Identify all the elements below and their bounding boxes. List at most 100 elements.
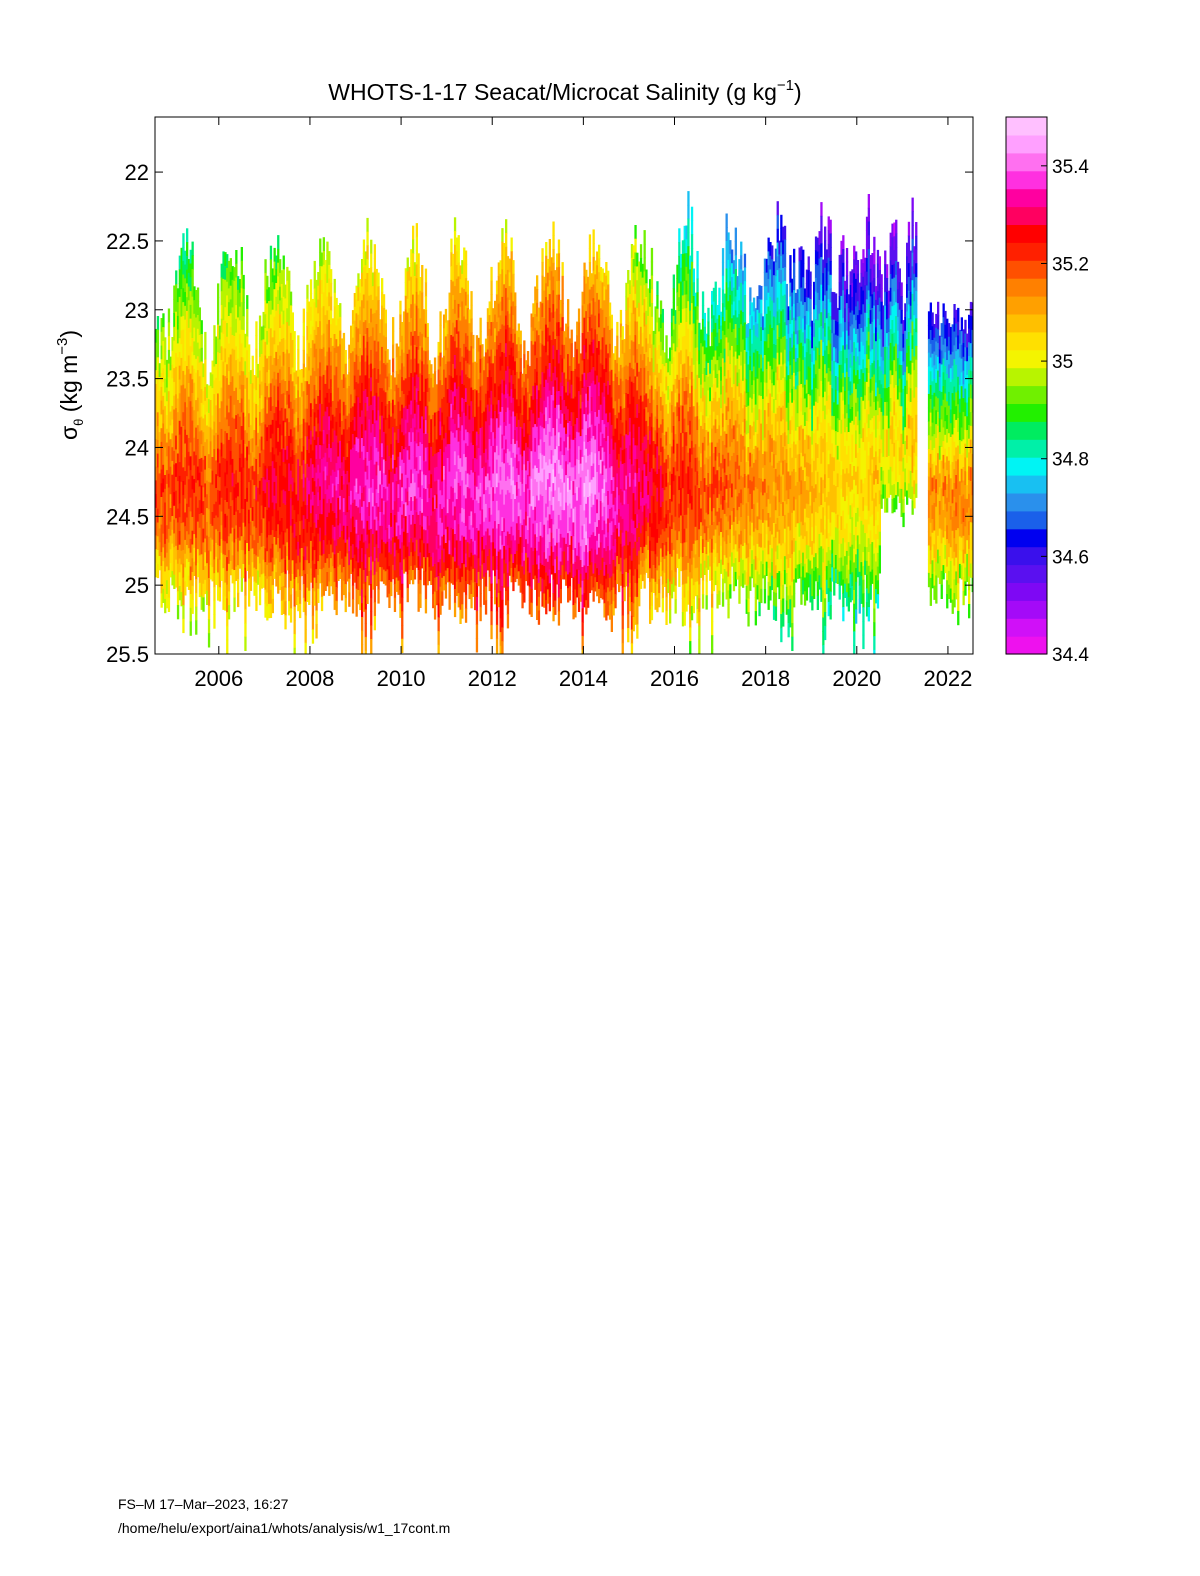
heatmap-cell: [375, 489, 378, 504]
heatmap-cell: [258, 563, 262, 578]
heatmap-cell: [506, 338, 510, 353]
heatmap-cell: [543, 290, 546, 305]
heatmap-cell: [289, 429, 293, 444]
heatmap-cell: [324, 411, 327, 426]
heatmap-cell: [293, 441, 296, 456]
heatmap-cell: [299, 466, 302, 481]
heatmap-cell: [231, 500, 234, 515]
heatmap-cell: [463, 536, 466, 551]
heatmap-cell: [484, 531, 488, 546]
heatmap-cell: [308, 480, 311, 495]
heatmap-cell: [309, 403, 313, 418]
heatmap-cell: [246, 308, 249, 324]
heatmap-cell: [227, 329, 231, 345]
heatmap-cell: [494, 466, 497, 481]
heatmap-cell: [433, 398, 437, 414]
heatmap-cell: [370, 281, 373, 296]
heatmap-cell: [328, 485, 331, 500]
heatmap-cell: [253, 567, 256, 582]
heatmap-cell: [184, 292, 187, 307]
heatmap-cell: [282, 338, 285, 353]
heatmap-cell: [371, 451, 375, 466]
heatmap-cell: [457, 262, 460, 277]
heatmap-cell: [195, 620, 198, 635]
heatmap-cell: [315, 321, 318, 336]
heatmap-cell: [561, 275, 564, 291]
heatmap-cell: [552, 441, 555, 457]
heatmap-cell: [495, 280, 499, 295]
heatmap-cell: [171, 337, 174, 352]
heatmap-cell: [229, 271, 232, 287]
heatmap-cell: [344, 391, 347, 406]
heatmap-cell: [187, 286, 191, 301]
heatmap-cell: [158, 390, 161, 406]
heatmap-cell: [322, 319, 325, 335]
heatmap-cell: [333, 595, 336, 610]
heatmap-cell: [291, 340, 294, 355]
heatmap-cell: [536, 316, 539, 331]
heatmap-cell: [364, 320, 367, 335]
heatmap-cell: [370, 528, 373, 544]
heatmap-cell: [401, 638, 404, 653]
heatmap-cell: [176, 605, 180, 620]
heatmap-cell: [401, 404, 404, 419]
heatmap-cell: [333, 581, 336, 597]
heatmap-cell: [444, 460, 448, 475]
heatmap-cell: [178, 558, 181, 573]
heatmap-cell: [299, 424, 302, 440]
heatmap-cell: [293, 647, 296, 654]
heatmap-cell: [393, 583, 397, 599]
heatmap-cell: [340, 393, 344, 408]
heatmap-cell: [176, 370, 180, 386]
heatmap-cell: [370, 625, 373, 640]
heatmap-cell: [268, 301, 271, 316]
heatmap-cell: [231, 527, 234, 542]
heatmap-cell: [213, 586, 216, 602]
heatmap-cell: [206, 480, 209, 495]
heatmap-cell: [506, 256, 510, 271]
heatmap-cell: [541, 372, 544, 387]
heatmap-cell: [361, 630, 364, 645]
heatmap-cell: [195, 606, 198, 621]
heatmap-cell: [435, 535, 438, 551]
heatmap-cell: [187, 355, 191, 370]
heatmap-cell: [342, 456, 346, 472]
heatmap-cell: [353, 416, 356, 432]
heatmap-cell: [408, 542, 411, 557]
heatmap-cell: [280, 311, 284, 326]
heatmap-cell: [457, 482, 460, 498]
heatmap-cell: [548, 390, 551, 405]
heatmap-cell: [220, 332, 223, 347]
heatmap-cell: [494, 383, 497, 398]
heatmap-cell: [206, 397, 209, 413]
heatmap-cell: [413, 386, 417, 401]
heatmap-cell: [229, 506, 232, 521]
heatmap-cell: [187, 396, 191, 411]
heatmap-cell: [377, 272, 380, 287]
heatmap-cell: [260, 450, 263, 465]
heatmap-cell: [494, 314, 497, 329]
heatmap-cell: [226, 254, 229, 269]
heatmap-cell: [362, 528, 366, 543]
heatmap-cell: [204, 414, 207, 429]
heatmap-cell: [193, 396, 196, 411]
heatmap-cell: [218, 408, 222, 423]
heatmap-cell: [417, 308, 420, 323]
heatmap-cell: [330, 324, 333, 339]
heatmap-cell: [375, 406, 378, 421]
heatmap-cell: [452, 322, 455, 337]
heatmap-cell: [311, 629, 315, 644]
heatmap-cell: [231, 431, 234, 446]
heatmap-cell: [335, 435, 338, 450]
heatmap-cell: [423, 557, 426, 572]
heatmap-cell: [421, 430, 424, 445]
heatmap-cell: [474, 540, 477, 555]
heatmap-cell: [506, 504, 510, 519]
heatmap-cell: [319, 279, 322, 295]
heatmap-cell: [444, 543, 448, 558]
heatmap-cell: [335, 449, 338, 464]
heatmap-cell: [539, 535, 542, 551]
heatmap-cell: [277, 538, 280, 553]
heatmap-cell: [313, 495, 316, 510]
heatmap-cell: [525, 511, 528, 526]
